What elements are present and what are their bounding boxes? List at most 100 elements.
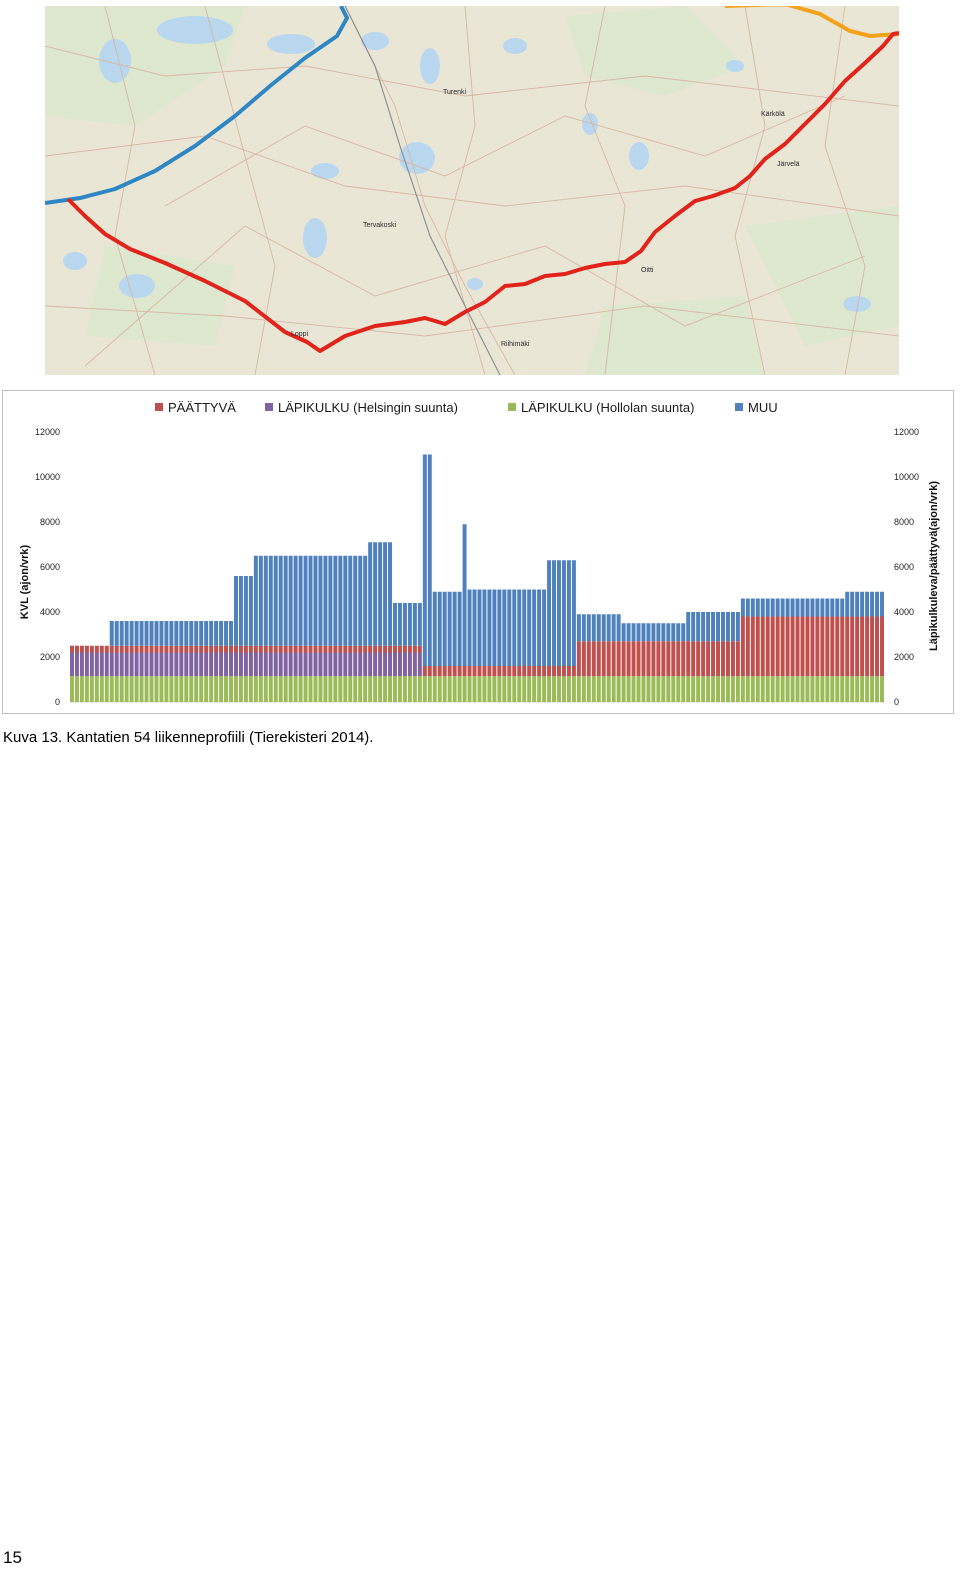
bar-segment-paattyva	[686, 641, 691, 677]
bar-segment-muu	[696, 612, 701, 642]
bar-segment-paattyva	[765, 616, 770, 677]
bar-segment-hollola	[671, 676, 676, 703]
bar-segment-hollola	[283, 676, 288, 703]
bar-segment-hollola	[248, 676, 253, 703]
bar-segment-paattyva	[109, 645, 114, 653]
bar-segment-hollola	[547, 676, 552, 703]
bar-segment-muu	[447, 591, 452, 666]
place-label: Riihimäki	[501, 341, 530, 348]
bar-segment-hollola	[164, 676, 169, 703]
bar-segment-hollola	[378, 676, 383, 703]
bar-segment-muu	[194, 621, 199, 646]
legend-swatch	[508, 403, 516, 411]
bar-segment-paattyva	[730, 641, 735, 677]
bar-segment-paattyva	[229, 645, 233, 653]
bar-segment-muu	[109, 621, 114, 646]
bar-segment-paattyva	[104, 645, 109, 653]
bar-segment-paattyva	[830, 616, 835, 677]
bar-segment-paattyva	[94, 645, 99, 653]
bar-segment-helsinki	[283, 652, 288, 677]
bar-segment-paattyva	[721, 641, 725, 677]
bar-segment-hollola	[318, 676, 323, 703]
legend-label: LÄPIKULKU (Hollolan suunta)	[521, 400, 694, 415]
bar-segment-hollola	[845, 676, 850, 703]
bar-segment-muu	[288, 555, 293, 646]
bar-segment-hollola	[338, 676, 343, 703]
bar-segment-paattyva	[800, 616, 805, 677]
bar-segment-hollola	[79, 676, 84, 703]
bar-segment-paattyva	[676, 641, 681, 677]
bar-segment-muu	[452, 591, 457, 666]
bar-segment-muu	[740, 598, 745, 617]
bar-segment-paattyva	[706, 641, 711, 677]
bar-segment-muu	[666, 623, 671, 642]
bar-segment-paattyva	[696, 641, 701, 677]
bar-segment-paattyva	[303, 645, 308, 653]
bar-segment-muu	[596, 614, 601, 642]
bar-segment-hollola	[383, 676, 388, 703]
bar-segment-hollola	[432, 676, 437, 703]
bar-segment-muu	[561, 560, 566, 666]
bar-segment-muu	[815, 598, 820, 617]
bar-segment-hollola	[855, 676, 860, 703]
figure-caption: Kuva 13. Kantatien 54 liikenneprofiili (…	[3, 729, 374, 746]
bar-segment-paattyva	[571, 666, 576, 677]
bar-segment-hollola	[258, 676, 263, 703]
bar-segment-hollola	[253, 676, 258, 703]
bar-segment-hollola	[263, 676, 268, 703]
bar-segment-muu	[606, 614, 611, 642]
bar-segment-paattyva	[283, 645, 288, 653]
bar-segment-helsinki	[338, 652, 343, 677]
bar-segment-helsinki	[298, 652, 303, 677]
bar-segment-helsinki	[149, 652, 154, 677]
bar-segment-paattyva	[427, 666, 432, 677]
bar-segment-hollola	[477, 676, 482, 703]
bar-segment-paattyva	[74, 645, 79, 653]
bar-segment-paattyva	[333, 645, 338, 653]
y-tick-label-left: 2000	[40, 652, 60, 662]
bar-segment-muu	[268, 555, 273, 646]
bar-segment-muu	[278, 555, 283, 646]
bar-segment-helsinki	[333, 652, 338, 677]
main-road-blue	[45, 6, 350, 205]
place-label: Kärkölä	[761, 111, 785, 118]
bar-segment-hollola	[606, 676, 611, 703]
bar-segment-hollola	[189, 676, 194, 703]
bar-segment-hollola	[795, 676, 800, 703]
bar-segment-muu	[368, 542, 373, 646]
place-label: Järvelä	[777, 161, 800, 168]
bar-segment-muu	[686, 612, 691, 642]
bar-segment-paattyva	[616, 641, 621, 677]
bar-segment-hollola	[417, 676, 422, 703]
bar-segment-helsinki	[318, 652, 323, 677]
bar-segment-hollola	[199, 676, 204, 703]
bar-segment-paattyva	[393, 645, 397, 653]
bar-segment-muu	[631, 623, 636, 642]
bar-segment-muu	[199, 621, 204, 646]
bar-segment-paattyva	[139, 645, 144, 653]
bar-segment-paattyva	[522, 666, 527, 677]
bar-segment-hollola	[725, 676, 730, 703]
bar-segment-hollola	[174, 676, 179, 703]
bar-segment-paattyva	[214, 645, 219, 653]
y-tick-label-right: 6000	[894, 562, 914, 572]
bar-segment-paattyva	[631, 641, 636, 677]
bar-segment-paattyva	[735, 641, 740, 677]
bar-segment-paattyva	[159, 645, 164, 653]
bar-segment-helsinki	[248, 652, 253, 677]
bar-segment-paattyva	[621, 641, 626, 677]
y-tick-label-left: 6000	[40, 562, 60, 572]
bar-segment-helsinki	[263, 652, 268, 677]
bar-segment-hollola	[721, 676, 725, 703]
bar-segment-helsinki	[273, 652, 278, 677]
bar-segment-hollola	[487, 676, 492, 703]
bar-segment-helsinki	[393, 652, 397, 677]
bar-segment-muu	[566, 560, 571, 666]
bar-segment-paattyva	[253, 645, 258, 653]
bar-segment-hollola	[104, 676, 109, 703]
bar-segment-hollola	[353, 676, 358, 703]
bar-segment-hollola	[571, 676, 576, 703]
bar-segment-hollola	[557, 676, 561, 703]
bar-segment-paattyva	[388, 645, 393, 653]
bar-segment-hollola	[880, 676, 884, 703]
